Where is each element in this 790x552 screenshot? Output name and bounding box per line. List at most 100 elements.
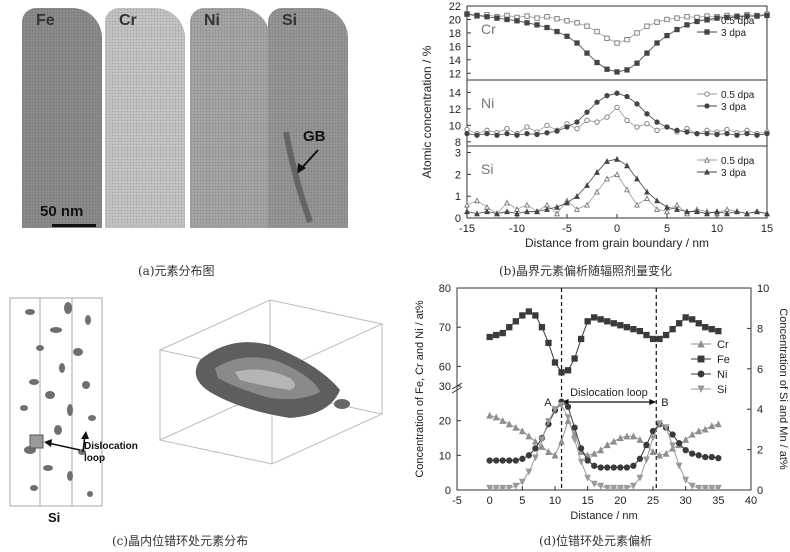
series-si-1: 3 dpa: [464, 155, 770, 217]
marker: [654, 206, 660, 212]
marker: [574, 40, 580, 46]
marker: [514, 132, 520, 138]
marker: [704, 103, 710, 109]
marker: [616, 484, 624, 492]
marker: [594, 168, 600, 175]
marker: [610, 464, 617, 471]
scale-bar: [52, 224, 96, 227]
marker: [584, 474, 592, 482]
legend-label: Cr: [717, 339, 729, 351]
y-tick-label: 10: [449, 120, 461, 132]
marker: [610, 484, 618, 492]
legend-label: 0.5 dpa: [721, 90, 755, 101]
marker: [584, 318, 591, 325]
series-fe: Fe: [486, 308, 730, 376]
marker: [524, 124, 530, 130]
marker: [614, 104, 620, 110]
legend-label: Fe: [717, 354, 730, 366]
marker: [714, 131, 720, 138]
marker: [514, 18, 520, 24]
atom-probe-reconstruction: [9, 297, 384, 507]
marker: [644, 50, 650, 56]
y-right-tick-label: 6: [757, 364, 763, 376]
marker: [574, 206, 580, 212]
marker: [474, 197, 480, 204]
marker: [674, 15, 680, 21]
marker: [708, 484, 716, 492]
marker: [634, 60, 640, 66]
marker: [614, 69, 620, 75]
marker: [734, 132, 740, 138]
marker: [708, 422, 716, 430]
panel-c: Dislocation loop Si (c)晶内位错环处元素分布: [0, 290, 395, 552]
marker: [708, 453, 715, 461]
marker: [464, 11, 470, 17]
marker: [531, 454, 539, 462]
marker: [525, 468, 533, 476]
y-axis-label: Atomic concentration / %: [420, 45, 434, 178]
marker: [532, 445, 539, 452]
element-map-label: Ni: [204, 12, 220, 29]
y-right-tick-label: 8: [757, 323, 763, 335]
element-map-si: [268, 8, 348, 228]
marker: [486, 411, 494, 419]
x-tick-label: -5: [562, 223, 572, 235]
marker: [688, 482, 696, 490]
marker: [525, 452, 533, 459]
marker: [564, 33, 570, 39]
marker: [684, 129, 690, 135]
marker: [545, 339, 552, 347]
marker: [634, 175, 640, 182]
marker: [649, 335, 657, 343]
marker: [506, 324, 513, 331]
marker: [704, 156, 710, 163]
marker: [464, 201, 470, 208]
caption-c: (c)晶内位错环处元素分布: [112, 534, 249, 548]
marker: [684, 14, 690, 20]
marker: [594, 59, 600, 66]
marker: [654, 40, 660, 46]
marker: [554, 210, 560, 217]
plot-frame: [456, 287, 752, 491]
x-axis-label: Distance / nm: [570, 510, 637, 522]
marker: [644, 121, 650, 127]
gb-label: GB: [303, 128, 326, 145]
marker: [694, 18, 700, 25]
marker: [636, 455, 644, 462]
marker: [704, 130, 710, 137]
marker: [697, 339, 705, 348]
marker: [554, 203, 560, 210]
marker: [644, 195, 650, 202]
marker: [486, 333, 493, 341]
marker: [597, 316, 604, 323]
marker: [499, 416, 507, 424]
marker: [654, 19, 660, 25]
marker: [604, 66, 610, 72]
marker: [484, 208, 490, 215]
legend-label: Ni: [717, 369, 727, 381]
marker: [656, 420, 663, 428]
marker: [551, 359, 559, 366]
marker: [636, 474, 644, 482]
marker: [695, 320, 702, 327]
legend-label: 3 dpa: [721, 168, 746, 179]
marker: [574, 20, 580, 26]
marker: [584, 109, 590, 115]
x-tick-label: 20: [614, 495, 626, 507]
marker: [534, 22, 540, 28]
marker: [682, 314, 689, 321]
marker: [704, 210, 710, 217]
y-tick-label: 70: [439, 322, 451, 334]
marker: [584, 117, 590, 124]
x-tick-label: 5: [519, 495, 525, 507]
marker: [669, 431, 676, 438]
marker: [656, 335, 663, 343]
marker: [504, 199, 510, 206]
y-tick-label: 1: [455, 191, 461, 203]
element-label: Ni: [481, 95, 494, 111]
marker: [504, 208, 510, 215]
element-label: Cr: [481, 21, 496, 37]
caption-a: (a)元素分布图: [138, 264, 215, 278]
marker: [594, 99, 600, 105]
